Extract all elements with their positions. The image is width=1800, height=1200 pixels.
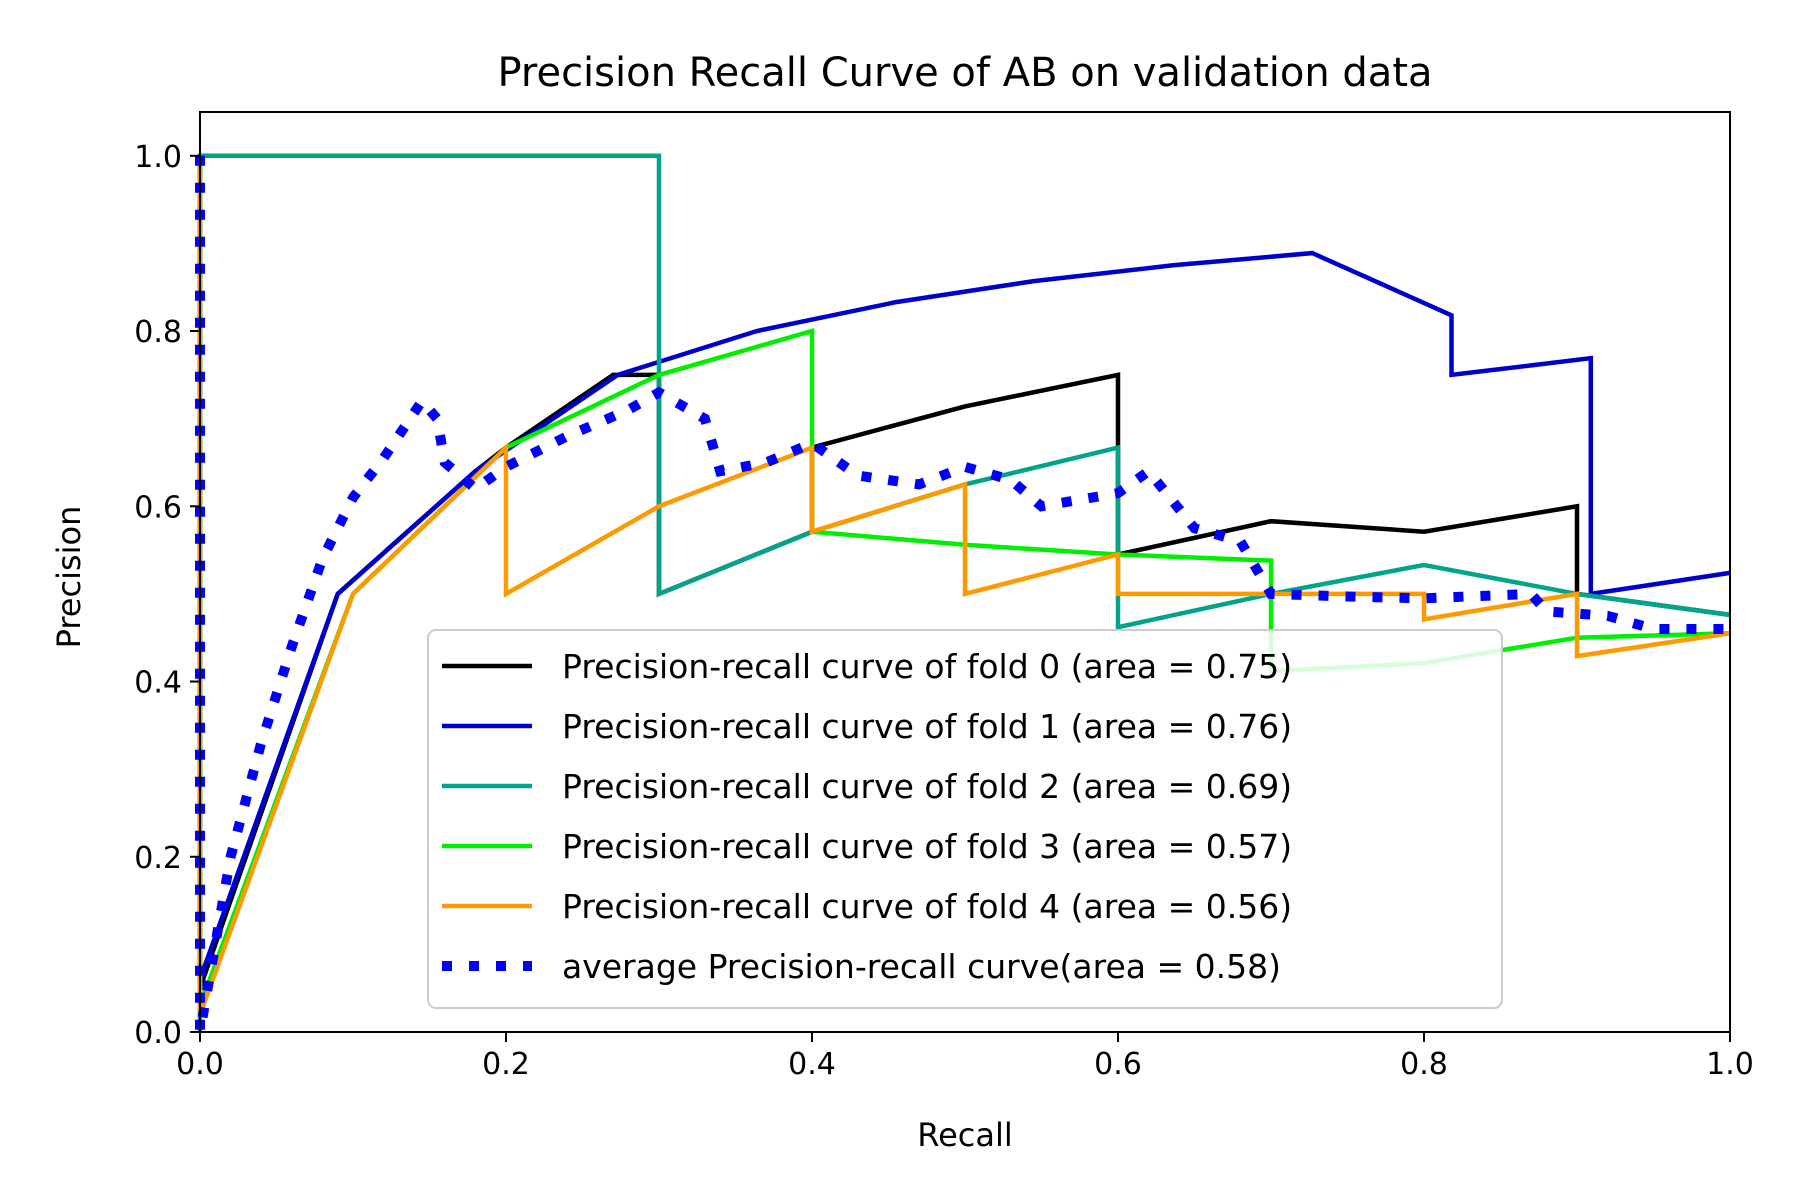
- plot-frame: [199, 111, 1731, 1033]
- legend-label-2: Precision-recall curve of fold 2 (area =…: [562, 767, 1292, 806]
- legend-entries: Precision-recall curve of fold 0 (area =…: [442, 647, 1292, 986]
- series-line-4: [197, 155, 1731, 1016]
- y-tick-label-0: 0.0: [134, 1016, 182, 1051]
- y-tick-label-3: 0.6: [134, 490, 182, 525]
- x-tick-label-3: 0.6: [1094, 1047, 1142, 1082]
- series-line-5: [195, 155, 1730, 1033]
- x-tick-label-4: 0.8: [1400, 1047, 1448, 1082]
- legend: Precision-recall curve of fold 0 (area =…: [427, 629, 1503, 1009]
- legend-box: [427, 629, 1503, 1009]
- y-tick-label-5: 1.0: [134, 140, 182, 175]
- x-tick-label-2: 0.4: [788, 1047, 836, 1082]
- series-line-1: [197, 155, 1731, 981]
- y-axis-label: Precision: [50, 506, 88, 649]
- legend-label-3: Precision-recall curve of fold 3 (area =…: [562, 827, 1292, 866]
- y-tick-label-2: 0.4: [134, 666, 182, 701]
- series-line-2: [197, 153, 1731, 1032]
- ticks-layer: 0.0 0.2 0.4 0.6 0.8 1.0 0.0 0.2 0.4 0.6 0.8 1.0: [134, 140, 1754, 1082]
- x-axis-label: Recall: [917, 1116, 1012, 1154]
- x-tick-label-0: 0.0: [176, 1047, 224, 1082]
- chart-title: Precision Recall Curve of AB on validati…: [497, 50, 1432, 96]
- legend-label-4: Precision-recall curve of fold 4 (area =…: [562, 887, 1292, 926]
- x-tick-label-1: 0.2: [482, 1047, 530, 1082]
- legend-label-1: Precision-recall curve of fold 1 (area =…: [562, 707, 1292, 746]
- legend-label-5: average Precision-recall curve(area = 0.…: [562, 947, 1281, 986]
- y-tick-label-4: 0.8: [134, 315, 182, 350]
- y-tick-label-1: 0.2: [134, 841, 182, 876]
- x-tick-label-5: 1.0: [1706, 1047, 1754, 1082]
- legend-label-0: Precision-recall curve of fold 0 (area =…: [562, 647, 1292, 686]
